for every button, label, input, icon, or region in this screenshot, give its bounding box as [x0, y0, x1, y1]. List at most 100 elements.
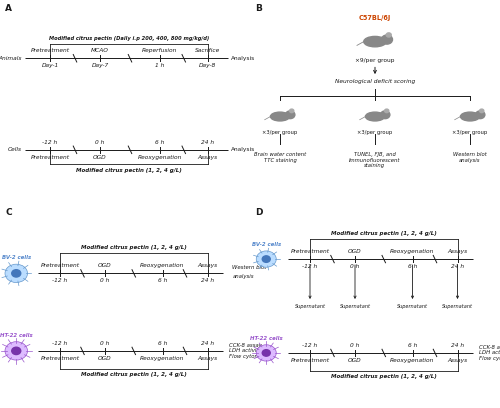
Text: D: D — [255, 208, 262, 217]
Text: Western blot
analysis: Western blot analysis — [453, 152, 487, 163]
Text: Analysis: Analysis — [231, 147, 256, 152]
Text: Supernatant: Supernatant — [442, 304, 473, 309]
Text: 24 h: 24 h — [201, 279, 214, 284]
Text: C57BL/6J: C57BL/6J — [359, 15, 391, 20]
Text: Modified citrus pectin (1, 2, 4 g/L): Modified citrus pectin (1, 2, 4 g/L) — [331, 231, 436, 236]
Circle shape — [480, 109, 484, 113]
Text: HT-22 cells: HT-22 cells — [250, 336, 282, 341]
Text: 24 h: 24 h — [451, 343, 464, 348]
Ellipse shape — [364, 36, 386, 47]
Text: Pretreatment: Pretreatment — [290, 249, 330, 254]
Text: Day-1: Day-1 — [42, 64, 58, 69]
Text: Modified citrus pectin (1, 2, 4 g/L): Modified citrus pectin (1, 2, 4 g/L) — [331, 375, 436, 379]
Text: Reoxygenation: Reoxygenation — [140, 263, 184, 268]
Text: Assays: Assays — [448, 249, 468, 254]
Text: OGD: OGD — [348, 358, 362, 363]
Circle shape — [380, 111, 390, 119]
Text: ×3/per group: ×3/per group — [358, 130, 392, 135]
Text: 0 h: 0 h — [350, 343, 360, 348]
Text: Reoxygenation: Reoxygenation — [138, 155, 182, 160]
Text: Modified citrus pectin (Daily i.p 200, 400, 800 mg/kg/d): Modified citrus pectin (Daily i.p 200, 4… — [48, 35, 209, 40]
Text: 0 h: 0 h — [350, 264, 360, 269]
Circle shape — [5, 264, 28, 282]
Text: Modified citrus pectin (1, 2, 4 g/L): Modified citrus pectin (1, 2, 4 g/L) — [76, 168, 182, 173]
Text: Pretreatment: Pretreatment — [30, 155, 70, 160]
Text: 0 h: 0 h — [96, 140, 104, 144]
Text: Reoxygenation: Reoxygenation — [390, 358, 434, 363]
Text: Day-7: Day-7 — [92, 64, 108, 69]
Text: CCK-8 assay: CCK-8 assay — [229, 343, 262, 348]
Text: Supernatant: Supernatant — [397, 304, 428, 309]
Circle shape — [256, 251, 276, 267]
Circle shape — [262, 256, 270, 262]
Text: C: C — [5, 208, 12, 217]
Text: Western blot: Western blot — [232, 265, 267, 270]
Text: Flow cytometry: Flow cytometry — [229, 354, 270, 359]
Text: 6 h: 6 h — [408, 343, 417, 348]
Text: LDH activity: LDH activity — [229, 348, 262, 353]
Text: Pretreatment: Pretreatment — [290, 358, 330, 363]
Text: Assays: Assays — [198, 263, 218, 268]
Ellipse shape — [366, 112, 384, 121]
Text: Pretreatment: Pretreatment — [40, 263, 80, 268]
Text: 6 h: 6 h — [408, 264, 417, 269]
Circle shape — [384, 109, 389, 113]
Text: CCK-8 assay: CCK-8 assay — [479, 345, 500, 350]
Text: Pretreatment: Pretreatment — [40, 356, 80, 361]
Circle shape — [382, 35, 392, 44]
Text: ×9/per group: ×9/per group — [355, 58, 395, 63]
Text: Assays: Assays — [198, 356, 218, 361]
Text: OGD: OGD — [348, 249, 362, 254]
Text: ×3/per group: ×3/per group — [262, 130, 298, 135]
Text: MCAO: MCAO — [91, 48, 109, 53]
Text: ×3/per group: ×3/per group — [452, 130, 488, 135]
Text: HT-22 cells: HT-22 cells — [0, 333, 32, 338]
Text: Flow cytometry: Flow cytometry — [479, 356, 500, 361]
Circle shape — [386, 33, 391, 37]
Text: Modified citrus pectin (1, 2, 4 g/L): Modified citrus pectin (1, 2, 4 g/L) — [81, 372, 186, 377]
Text: 0 h: 0 h — [100, 341, 110, 346]
Text: OGD: OGD — [93, 155, 107, 160]
Text: Supernatant: Supernatant — [294, 304, 326, 309]
Text: 24 h: 24 h — [201, 341, 214, 346]
Text: Neurological deficit scoring: Neurological deficit scoring — [335, 79, 415, 84]
Circle shape — [5, 341, 28, 360]
Text: -12 h: -12 h — [42, 140, 58, 144]
Text: TUNEL, FJB, and
Immunofluorescent
staining: TUNEL, FJB, and Immunofluorescent staini… — [350, 152, 401, 169]
Text: Brain water content
TTC staining: Brain water content TTC staining — [254, 152, 306, 163]
Text: Reoxygenation: Reoxygenation — [140, 356, 184, 361]
Text: Sacrifice: Sacrifice — [195, 48, 220, 53]
Text: 24 h: 24 h — [201, 140, 214, 144]
Text: 6 h: 6 h — [158, 279, 167, 284]
Text: 24 h: 24 h — [451, 264, 464, 269]
Circle shape — [290, 109, 294, 113]
Text: BV-2 cells: BV-2 cells — [252, 242, 281, 247]
Text: A: A — [5, 4, 12, 13]
Text: Supernatant: Supernatant — [340, 304, 370, 309]
Ellipse shape — [460, 112, 479, 121]
Circle shape — [12, 347, 21, 355]
Text: 6 h: 6 h — [156, 140, 164, 144]
Text: -12 h: -12 h — [302, 343, 318, 348]
Text: B: B — [255, 4, 262, 13]
Text: 0 h: 0 h — [100, 279, 110, 284]
Text: Day-8: Day-8 — [199, 64, 216, 69]
Text: Cells: Cells — [7, 147, 21, 152]
Circle shape — [286, 111, 295, 119]
Text: -12 h: -12 h — [52, 341, 68, 346]
Text: analysis: analysis — [232, 274, 254, 279]
Text: Assays: Assays — [448, 358, 468, 363]
Text: 1 h: 1 h — [156, 64, 164, 69]
Text: Analysis: Analysis — [231, 56, 256, 61]
Text: BV-2 cells: BV-2 cells — [2, 255, 31, 260]
Circle shape — [476, 111, 485, 119]
Text: OGD: OGD — [98, 263, 112, 268]
Circle shape — [12, 270, 21, 277]
Text: Animals: Animals — [0, 56, 21, 61]
Text: Reperfusion: Reperfusion — [142, 48, 178, 53]
Text: OGD: OGD — [98, 356, 112, 361]
Text: Assays: Assays — [198, 155, 218, 160]
Circle shape — [262, 350, 270, 356]
Text: 6 h: 6 h — [158, 341, 167, 346]
Ellipse shape — [270, 112, 289, 121]
